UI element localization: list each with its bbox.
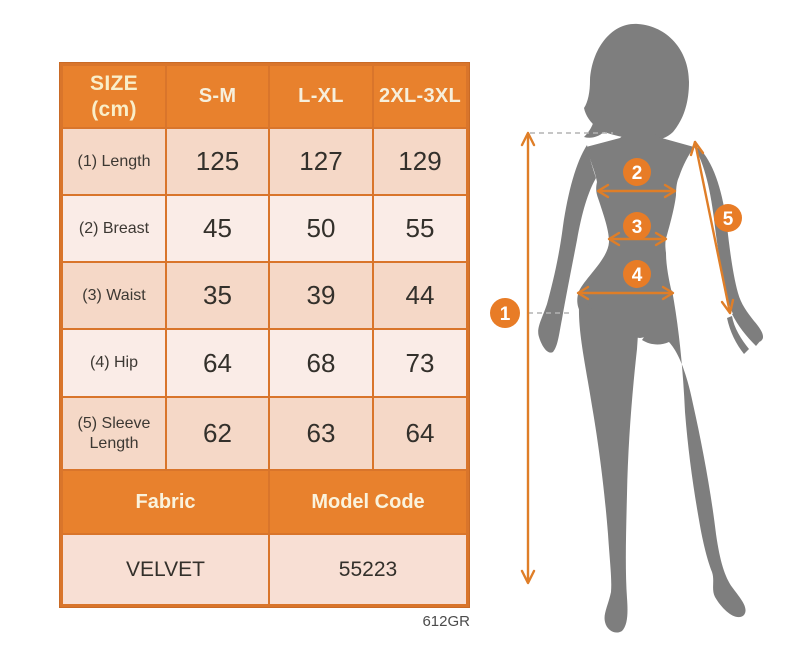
value-waist-sm: 35 xyxy=(167,263,268,328)
value-hip-lxl: 68 xyxy=(270,330,372,396)
size-unit-line1: SIZE xyxy=(90,72,138,96)
fabric-value: VELVET xyxy=(63,535,268,604)
sleeve-arrow xyxy=(693,140,732,315)
product-code: 612GR xyxy=(422,613,470,630)
model-code-value: 55223 xyxy=(270,535,466,604)
value-sleeve-lxl: 63 xyxy=(270,398,372,469)
column-header-2xl3xl: 2XL-3XL xyxy=(374,66,466,127)
value-sleeve-sm: 62 xyxy=(167,398,268,469)
value-hip-2xl: 73 xyxy=(374,330,466,396)
measure-circle-2 xyxy=(623,158,651,186)
value-length-2xl: 129 xyxy=(374,129,466,194)
value-breast-lxl: 50 xyxy=(270,196,372,261)
measure-number-3: 3 xyxy=(632,217,643,238)
size-unit-header: SIZE (cm) xyxy=(63,66,165,127)
size-unit-line2: (cm) xyxy=(91,97,137,121)
measure-number-5: 5 xyxy=(723,209,734,230)
value-sleeve-2xl: 64 xyxy=(374,398,466,469)
value-hip-sm: 64 xyxy=(167,330,268,396)
female-silhouette-diagram: 1 2 3 4 5 xyxy=(490,23,764,633)
value-length-lxl: 127 xyxy=(270,129,372,194)
measurement-arrows xyxy=(520,131,735,585)
value-breast-sm: 45 xyxy=(167,196,268,261)
measure-number-1: 1 xyxy=(500,304,511,325)
measure-circle-4 xyxy=(623,260,651,288)
measure-number-2: 2 xyxy=(632,163,643,184)
value-length-sm: 125 xyxy=(167,129,268,194)
measure-number-4: 4 xyxy=(632,265,643,286)
row-label-waist: (3) Waist xyxy=(63,263,165,328)
measure-circle-1 xyxy=(490,298,520,328)
measure-circle-3 xyxy=(623,212,651,240)
model-code-header: Model Code xyxy=(270,471,466,533)
row-label-hip: (4) Hip xyxy=(63,330,165,396)
fabric-header: Fabric xyxy=(63,471,268,533)
measurement-figure: 1 2 3 4 5 xyxy=(480,14,800,654)
row-label-sleeve: (5) Sleeve Length xyxy=(63,398,165,469)
measure-circles: 1 2 3 4 5 xyxy=(490,158,742,328)
column-header-lxl: L-XL xyxy=(270,66,372,127)
value-waist-lxl: 39 xyxy=(270,263,372,328)
dashed-reference-lines xyxy=(528,132,613,314)
female-silhouette xyxy=(538,23,764,633)
row-label-breast: (2) Breast xyxy=(63,196,165,261)
row-label-length: (1) Length xyxy=(63,129,165,194)
size-chart-table: SIZE (cm) S-M L-XL 2XL-3XL (1) Length 12… xyxy=(59,62,470,608)
value-waist-2xl: 44 xyxy=(374,263,466,328)
measure-circle-5 xyxy=(714,204,742,232)
value-breast-2xl: 55 xyxy=(374,196,466,261)
column-header-sm: S-M xyxy=(167,66,268,127)
